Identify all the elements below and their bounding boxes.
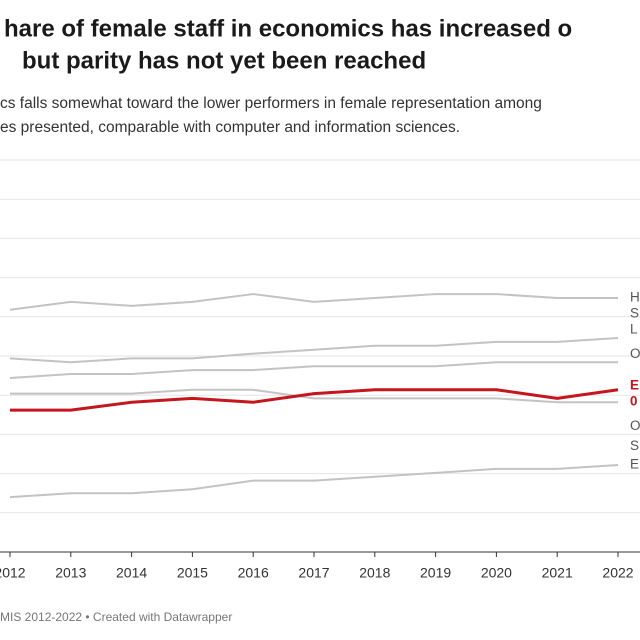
series-label: S <box>630 306 639 321</box>
x-tick-label: 2018 <box>359 565 390 581</box>
x-tick-label: 2022 <box>602 565 633 581</box>
series-label: E <box>630 377 639 392</box>
x-tick-label: 2012 <box>0 565 26 581</box>
x-tick-label: 2015 <box>177 565 208 581</box>
x-tick-label: 2016 <box>238 565 269 581</box>
series-line <box>10 388 618 404</box>
x-tick-label: 2014 <box>116 565 147 581</box>
series-label: O <box>630 346 640 361</box>
series-line <box>9 463 619 499</box>
x-tick-label: 2019 <box>420 565 451 581</box>
subtitle: cs falls somewhat toward the lower perfo… <box>0 95 542 112</box>
series-line <box>9 361 618 379</box>
series-line <box>9 336 619 364</box>
series-label: S <box>630 438 639 453</box>
series-label: L <box>630 322 638 337</box>
series-label: O <box>630 418 640 433</box>
chart-title: hare of female staff in economics has in… <box>4 15 572 42</box>
series-line <box>10 388 619 412</box>
x-tick-label: 2017 <box>298 565 329 581</box>
series-line <box>9 293 618 311</box>
footer: MIS 2012-2022 • Created with Datawrapper <box>0 610 232 624</box>
chart-title: but parity has not yet been reached <box>22 47 426 74</box>
x-tick-label: 2021 <box>542 565 573 581</box>
subtitle: es presented, comparable with computer a… <box>0 119 460 136</box>
series-label: H <box>630 290 640 305</box>
series-label: E <box>630 457 639 472</box>
x-tick-label: 2013 <box>55 565 86 581</box>
x-tick-label: 2020 <box>481 565 512 581</box>
series-label: 0 <box>630 393 638 408</box>
